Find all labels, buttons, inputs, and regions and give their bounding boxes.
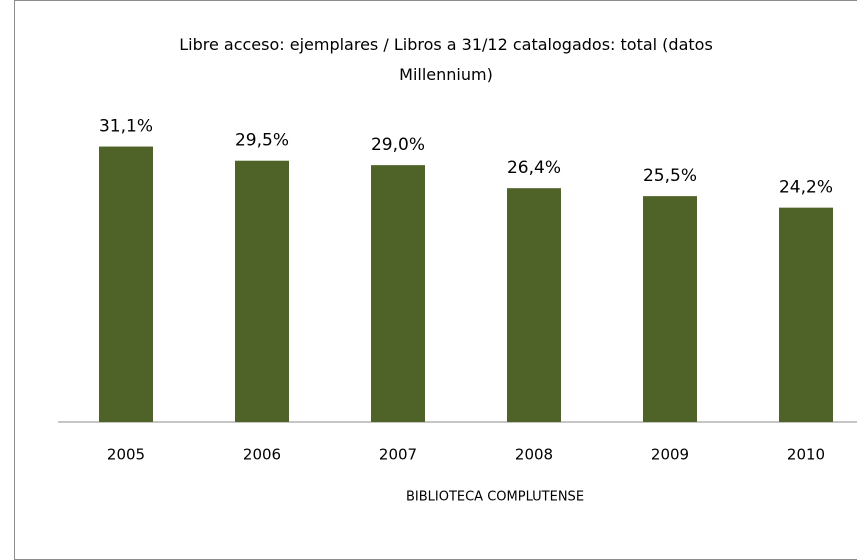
data-label: 24,2% [779,178,833,198]
x-tick-label: 2005 [107,446,145,464]
data-label: 25,5% [643,166,697,186]
x-tick-label: 2009 [651,446,689,464]
x-tick-label: 2007 [379,446,417,464]
data-label: 29,5% [235,131,289,151]
x-tick-label: 2008 [515,446,553,464]
bar [235,160,289,422]
bar [507,188,561,422]
x-tick-label: 2006 [243,446,281,464]
bar [779,207,833,422]
x-tick-label: 2010 [787,446,825,464]
bar [99,146,153,423]
bar [643,196,697,422]
data-label: 26,4% [507,158,561,178]
x-axis-title: BIBLIOTECA COMPLUTENSE [406,490,584,505]
data-label: 29,0% [371,135,425,155]
data-label: 31,1% [99,117,153,137]
chart-title: Libre acceso: ejemplares / Libros a 31/1… [179,35,713,84]
bar [371,165,425,422]
